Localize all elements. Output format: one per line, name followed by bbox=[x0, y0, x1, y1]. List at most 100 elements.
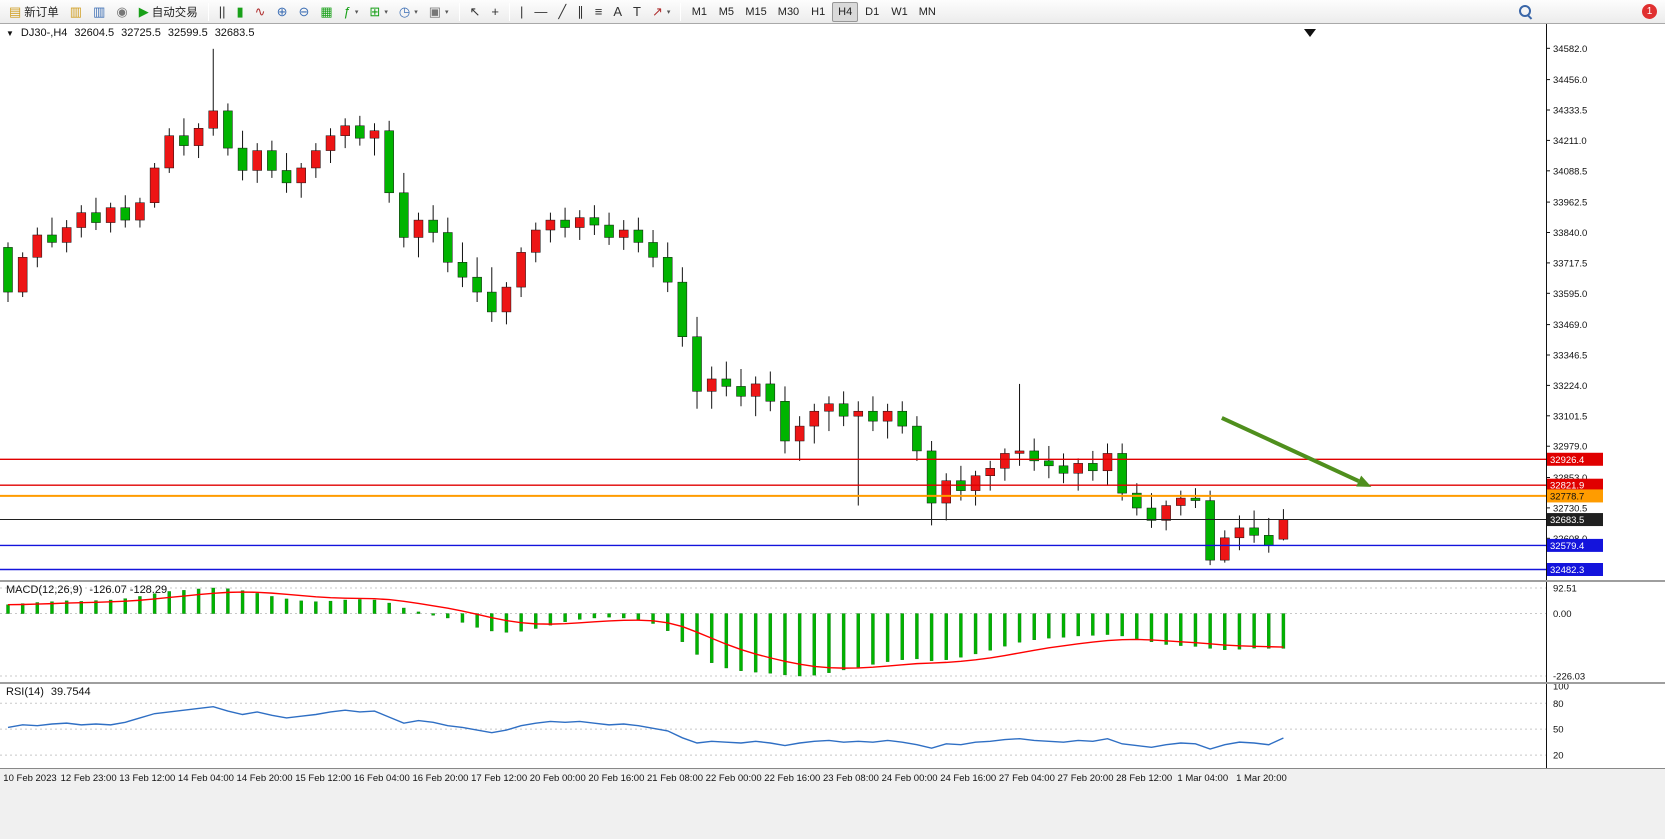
text-label-icon: T bbox=[633, 4, 641, 19]
chevron-down-icon: ▾ bbox=[414, 8, 418, 16]
zoom-out-button[interactable]: ⊖ bbox=[293, 2, 314, 22]
line-chart-button[interactable]: ∿ bbox=[250, 2, 271, 22]
data-window-button[interactable]: ▥ bbox=[88, 2, 110, 22]
rsi-axis-label: 50 bbox=[1553, 725, 1564, 736]
rsi-panel[interactable]: RSI(14) 39.7544 100 80 50 20 bbox=[0, 684, 1665, 768]
indicators-button[interactable]: ƒ ▾ bbox=[339, 2, 364, 22]
timeframe-mn-button[interactable]: MN bbox=[914, 2, 941, 22]
macd-header: MACD(12,26,9) -126.07 -128.29 bbox=[6, 584, 167, 596]
panel-divider[interactable] bbox=[0, 682, 1665, 684]
time-axis[interactable]: 10 Feb 2023 12 Feb 23:00 13 Feb 12:00 14 Fe… bbox=[0, 768, 1665, 839]
timeframe-m5-button[interactable]: M5 bbox=[713, 2, 739, 22]
time-label: 22 Feb 16:00 bbox=[764, 773, 821, 784]
trendline-button[interactable]: ╱ bbox=[553, 2, 571, 22]
time-label: 14 Feb 20:00 bbox=[236, 773, 293, 784]
arrows-icon: ↗ bbox=[651, 4, 663, 19]
rsi-canvas[interactable]: 100 80 50 20 bbox=[0, 684, 1665, 768]
time-label: 15 Feb 12:00 bbox=[295, 773, 352, 784]
text-button[interactable]: A bbox=[608, 2, 627, 22]
price-badge-value: 32821.9 bbox=[1550, 481, 1584, 492]
panel-divider[interactable] bbox=[0, 580, 1665, 582]
svg-text:34088.5: 34088.5 bbox=[1553, 166, 1587, 177]
price-badge bbox=[1547, 513, 1603, 527]
price-badge-value: 32482.3 bbox=[1550, 565, 1584, 576]
macd-axis-label: 0.00 bbox=[1553, 609, 1572, 620]
vertical-line-button[interactable]: | bbox=[515, 2, 528, 22]
svg-text:33717.5: 33717.5 bbox=[1553, 258, 1587, 269]
channel-icon: ∥ bbox=[577, 4, 584, 19]
price-badge-value: 32683.5 bbox=[1550, 515, 1584, 526]
candlestick-button[interactable]: ▮ bbox=[232, 2, 249, 22]
new-order-icon: ▤ bbox=[9, 4, 22, 19]
notification-badge[interactable]: 1 bbox=[1642, 4, 1657, 19]
main-chart-panel[interactable]: ▼ DJ30-,H4 32604.5 32725.5 32599.5 32683… bbox=[0, 24, 1665, 580]
timeframe-h4-button[interactable]: H4 bbox=[832, 1, 859, 22]
horizontal-line-button[interactable]: — bbox=[529, 2, 552, 22]
fibonacci-button[interactable]: ≡ bbox=[590, 2, 608, 22]
bar-close-value: 32683.5 bbox=[214, 27, 255, 39]
crosshair-icon: + bbox=[491, 4, 500, 19]
zoom-in-button[interactable]: ⊕ bbox=[272, 2, 293, 22]
time-label: 27 Feb 04:00 bbox=[998, 773, 1055, 784]
cursor-button[interactable]: ↖ bbox=[465, 2, 486, 22]
periods-button[interactable]: ◷ ▾ bbox=[394, 2, 423, 22]
new-chart-icon: ⊞ bbox=[369, 4, 381, 19]
main-chart-canvas[interactable]: 34582.0 34456.0 34333.5 34211.0 34088.5 33962… bbox=[0, 24, 1665, 580]
market-watch-button[interactable]: ▥ bbox=[65, 2, 87, 22]
grid-button[interactable]: ▦ bbox=[315, 2, 337, 22]
candles bbox=[3, 48, 1289, 566]
timeframe-m15-button[interactable]: M15 bbox=[740, 2, 771, 22]
crosshair-button[interactable]: + bbox=[486, 2, 504, 22]
text-label-button[interactable]: T bbox=[628, 2, 646, 22]
toolbar-separator bbox=[509, 2, 511, 21]
chevron-down-icon: ▾ bbox=[445, 8, 449, 16]
time-label: 1 Mar 20:00 bbox=[1236, 773, 1287, 784]
autotrading-button[interactable]: ▶ 自动交易 bbox=[134, 2, 203, 22]
price-badge-value: 32926.4 bbox=[1550, 455, 1584, 466]
symbol-search-button[interactable] bbox=[1514, 2, 1537, 22]
line-chart-icon: ∿ bbox=[254, 4, 266, 19]
time-label: 20 Feb 16:00 bbox=[588, 773, 645, 784]
indicators-icon: ƒ bbox=[343, 4, 351, 19]
channel-button[interactable]: ∥ bbox=[572, 2, 589, 22]
time-label: 14 Feb 04:00 bbox=[177, 773, 234, 784]
svg-text:33840.0: 33840.0 bbox=[1553, 228, 1587, 239]
time-label: 10 Feb 2023 bbox=[3, 773, 57, 784]
time-label: 1 Mar 04:00 bbox=[1177, 773, 1229, 784]
new-chart-button[interactable]: ⊞ ▾ bbox=[364, 2, 392, 22]
trendline-icon: ╱ bbox=[558, 4, 567, 19]
autotrading-play-icon: ▶ bbox=[138, 4, 149, 19]
macd-canvas[interactable]: 92.51 0.00 -226.03 bbox=[0, 582, 1665, 682]
templates-button[interactable]: ▣ ▾ bbox=[424, 2, 454, 22]
timeframe-h1-button[interactable]: H1 bbox=[805, 2, 831, 22]
time-label: 27 Feb 20:00 bbox=[1057, 773, 1114, 784]
timeframe-m1-button[interactable]: M1 bbox=[686, 2, 712, 22]
candlestick-icon: ▮ bbox=[236, 4, 244, 19]
navigator-button[interactable]: ◉ bbox=[111, 2, 132, 22]
time-label: 12 Feb 23:00 bbox=[60, 773, 117, 784]
arrows-button[interactable]: ↗ ▾ bbox=[647, 2, 675, 22]
bar-chart-button[interactable]: || bbox=[214, 2, 231, 22]
price-badge bbox=[1547, 489, 1603, 503]
bar-open-value: 32604.5 bbox=[74, 27, 115, 39]
chart-shift-marker-icon[interactable] bbox=[1304, 29, 1316, 37]
rsi-header: RSI(14) 39.7544 bbox=[6, 686, 91, 698]
price-axis-labels: 34582.0 34456.0 34333.5 34211.0 34088.5 33962… bbox=[1546, 44, 1587, 545]
timeframe-m30-button[interactable]: M30 bbox=[773, 2, 804, 22]
macd-panel[interactable]: MACD(12,26,9) -126.07 -128.29 92.51 0.00 -… bbox=[0, 582, 1665, 682]
bar-low-value: 32599.5 bbox=[167, 27, 208, 39]
time-label: 24 Feb 00:00 bbox=[881, 773, 938, 784]
svg-text:32853.0: 32853.0 bbox=[1553, 473, 1587, 484]
toolbar-separator bbox=[680, 2, 682, 21]
annotation-arrow-head bbox=[1356, 475, 1372, 487]
time-label: 23 Feb 08:00 bbox=[822, 773, 879, 784]
main-toolbar: ▤ 新订单 ▥ ▥ ◉ ▶ 自动交易 || ▮ ∿ ⊕ ⊖ ▦ ƒ ▾ ⊞ ▾ … bbox=[0, 0, 1665, 24]
rsi-line bbox=[7, 706, 1284, 750]
zoom-out-icon: ⊖ bbox=[298, 4, 310, 19]
timeframe-d1-button[interactable]: D1 bbox=[859, 2, 885, 22]
new-order-button[interactable]: ▤ 新订单 bbox=[4, 2, 64, 22]
annotation-arrow[interactable] bbox=[1221, 416, 1360, 483]
timeframe-w1-button[interactable]: W1 bbox=[886, 2, 913, 22]
price-badge bbox=[1547, 563, 1603, 577]
one-click-trading-button[interactable]: ▼ bbox=[6, 28, 14, 38]
